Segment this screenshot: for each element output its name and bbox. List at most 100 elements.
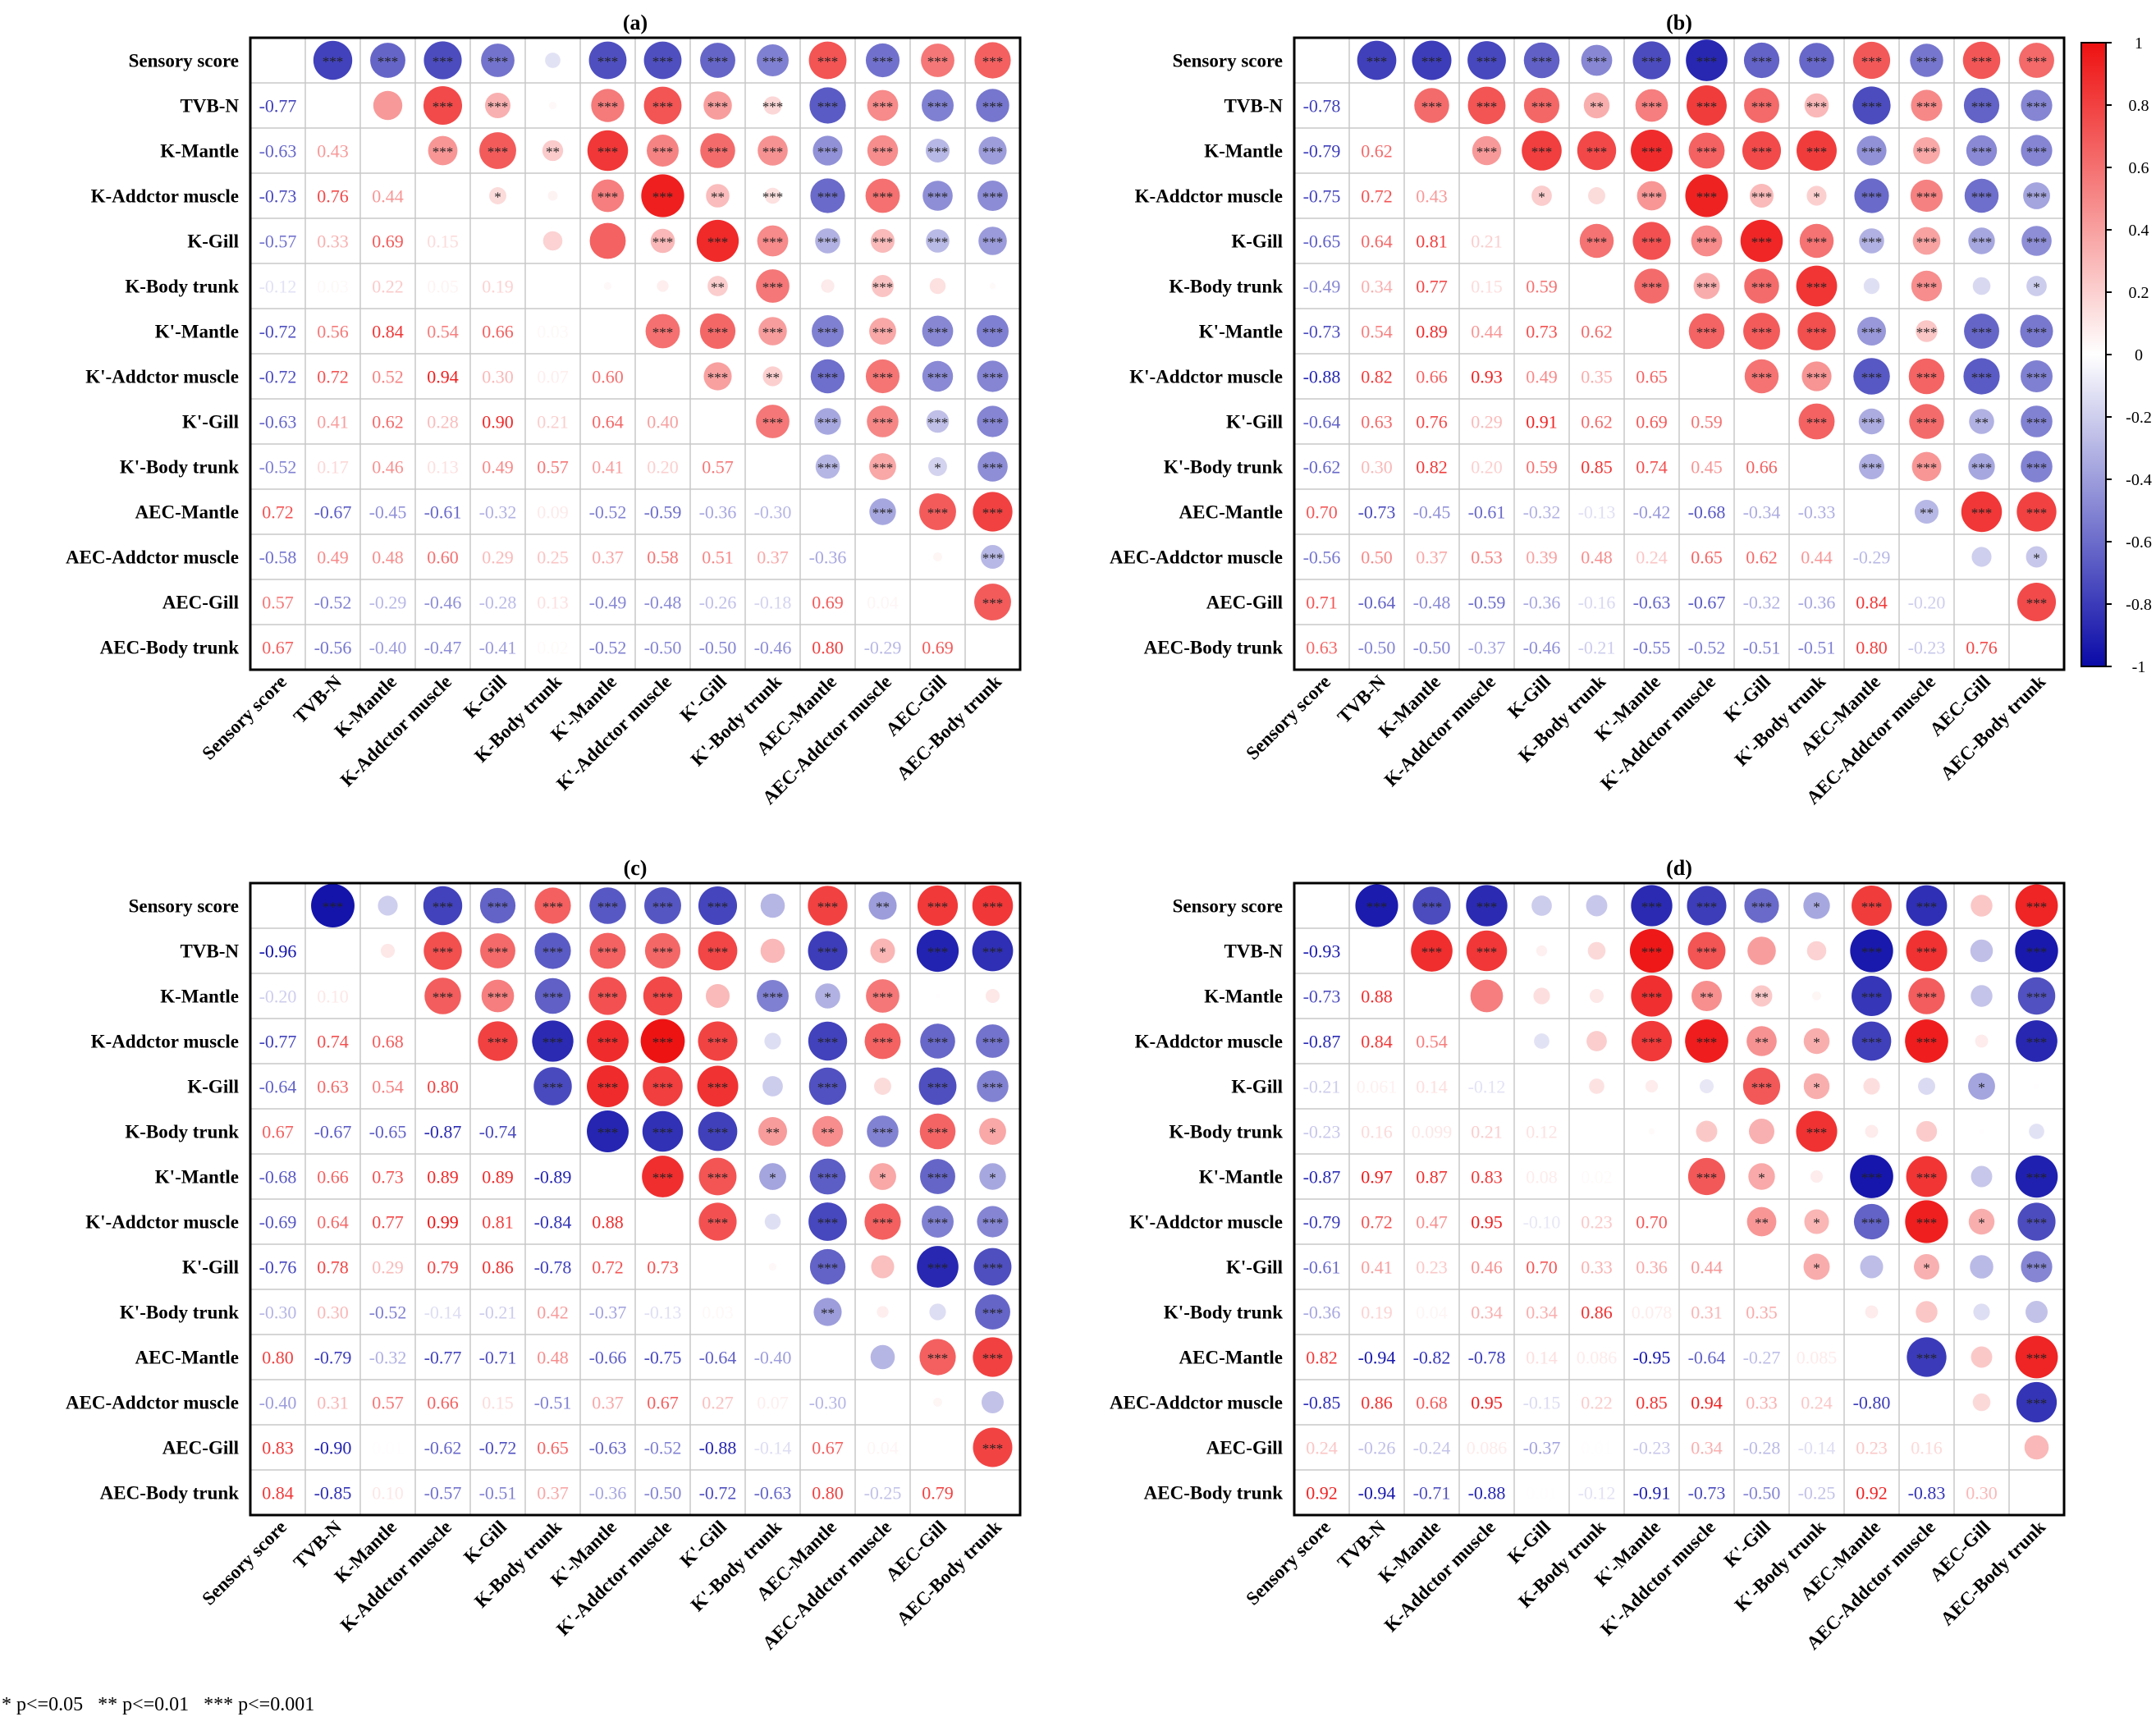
correlation-circle	[808, 931, 848, 971]
correlation-value: 0.19	[1361, 1303, 1393, 1323]
correlation-circle	[1411, 930, 1453, 972]
correlation-value: 0.64	[317, 1212, 349, 1233]
column-label: K-Gill	[460, 671, 510, 722]
correlation-circle	[1531, 185, 1552, 206]
correlation-value: 0.82	[1361, 367, 1393, 387]
correlation-value: 0.02	[537, 638, 569, 658]
correlation-circle	[974, 584, 1011, 620]
significance-stars: ***	[542, 945, 564, 960]
correlation-circle	[640, 1019, 685, 1064]
color-bar-tick-label: 0.8	[2129, 97, 2149, 115]
color-bar-tick-label: -1	[2132, 658, 2146, 676]
correlation-value: 0.71	[1306, 593, 1338, 613]
correlation-value: 0.44	[372, 186, 404, 207]
significance-stars: ***	[1751, 99, 1773, 115]
correlation-circle	[1911, 270, 1943, 302]
correlation-circle	[1910, 43, 1943, 77]
correlation-value: -0.45	[1413, 502, 1451, 523]
significance-stars: ***	[2026, 990, 2048, 1005]
correlation-circle	[808, 1202, 847, 1241]
correlation-circle	[1467, 86, 1506, 125]
correlation-value: 0.82	[1306, 1348, 1338, 1368]
correlation-circle	[2024, 1435, 2049, 1460]
significance-stars: ***	[1476, 54, 1498, 70]
significance-stars: **	[1920, 506, 1934, 521]
correlation-value: -0.20	[259, 987, 297, 1007]
correlation-circle	[1971, 547, 1992, 567]
row-label: Sensory score	[1173, 896, 1283, 917]
correlation-circle	[2017, 1202, 2056, 1241]
significance-stars: ***	[1916, 325, 1938, 341]
significance-stars: ***	[1971, 370, 1993, 386]
correlation-value: 0.34	[1361, 277, 1393, 297]
correlation-circle	[977, 451, 1008, 482]
correlation-circle	[2015, 1155, 2058, 1198]
correlation-value: 0.79	[922, 1483, 954, 1504]
correlation-value: 0.83	[1471, 1167, 1503, 1188]
correlation-value: -0.25	[1798, 1483, 1836, 1504]
correlation-value: 0.086	[1467, 1438, 1508, 1458]
correlation-value: 0.77	[372, 1212, 404, 1233]
correlation-value: -0.45	[369, 502, 407, 523]
correlation-circle	[424, 977, 461, 1014]
correlation-circle	[313, 40, 353, 80]
column-label: K-Gill	[1504, 1517, 1554, 1568]
correlation-circle	[1906, 930, 1948, 972]
panel-border	[249, 881, 1022, 1517]
correlation-value: -0.29	[1853, 547, 1891, 568]
significance-stars: ***	[1861, 990, 1883, 1005]
significance-stars: *	[989, 1170, 996, 1186]
correlation-circle	[978, 136, 1007, 165]
correlation-value: 0.30	[1361, 457, 1393, 478]
correlation-circle	[980, 544, 1005, 570]
correlation-circle	[428, 135, 458, 166]
correlation-circle	[1911, 451, 1942, 482]
significance-stars: ***	[2026, 370, 2048, 386]
correlation-circle	[865, 178, 900, 213]
correlation-value: 0.57	[372, 1393, 404, 1413]
correlation-circle	[1865, 1124, 1879, 1138]
correlation-circle	[1583, 92, 1610, 119]
correlation-value: 0.02	[1581, 1167, 1613, 1188]
correlation-value: 0.89	[1416, 322, 1448, 342]
correlation-value: 0.22	[1581, 1393, 1613, 1413]
correlation-value: -0.63	[589, 1438, 627, 1458]
significance-stars: ***	[817, 54, 839, 70]
correlation-value: -0.37	[589, 1303, 627, 1323]
correlation-circle	[698, 886, 738, 926]
correlation-circle	[698, 1111, 738, 1151]
correlation-value: 0.49	[1526, 367, 1558, 387]
correlation-value: 0.33	[1581, 1257, 1613, 1278]
significance-stars: ***	[982, 1261, 1004, 1276]
correlation-circle	[866, 979, 899, 1013]
significance-stars: ***	[1861, 144, 1883, 160]
correlation-value: -0.65	[1303, 231, 1341, 252]
correlation-value: -0.13	[1578, 502, 1616, 523]
correlation-circle	[699, 313, 736, 350]
correlation-circle	[1797, 130, 1837, 171]
correlation-value: -0.26	[1358, 1438, 1396, 1458]
significance-stars: ***	[817, 1170, 839, 1186]
correlation-value: -0.79	[1303, 141, 1341, 162]
row-label: AEC-Body trunk	[100, 638, 240, 658]
significance-stars: ***	[652, 235, 674, 250]
significance-stars: ***	[762, 144, 784, 160]
row-label: K-Gill	[187, 231, 239, 252]
significance-stars: ***	[433, 99, 454, 115]
significance-stars: ***	[1531, 54, 1553, 70]
correlation-circle	[764, 1032, 781, 1050]
correlation-value: -0.77	[259, 96, 297, 117]
correlation-value: 0.37	[592, 1393, 624, 1413]
correlation-circle	[1859, 228, 1884, 254]
correlation-value: 0.23	[1581, 1212, 1613, 1233]
correlation-value: 0.67	[812, 1438, 844, 1458]
correlation-value: 0.23	[1856, 1438, 1888, 1458]
significance-stars: ***	[872, 460, 894, 476]
correlation-circle	[1632, 222, 1671, 260]
significance-stars: ***	[707, 945, 729, 960]
significance-stars: ***	[1971, 99, 1993, 115]
correlation-value: 0.86	[482, 1257, 514, 1278]
correlation-circle	[919, 1339, 956, 1376]
correlation-value: 0.84	[372, 322, 404, 342]
correlation-circle	[587, 1020, 629, 1062]
